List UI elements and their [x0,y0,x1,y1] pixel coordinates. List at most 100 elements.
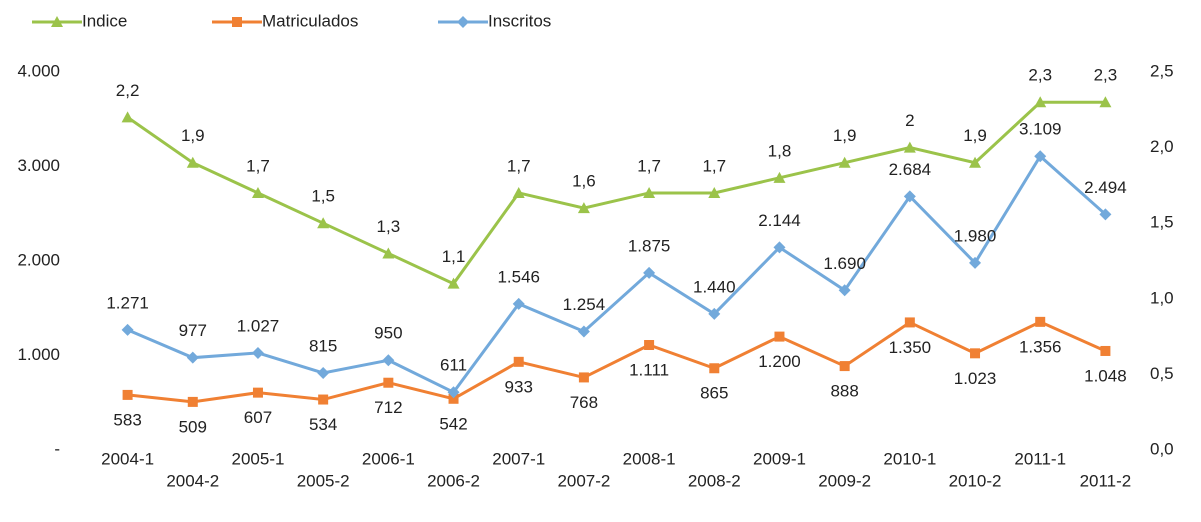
y-tick-label: - [54,439,60,458]
data-label: 1.350 [889,338,932,357]
data-label: 1.356 [1019,337,1062,356]
point [121,323,134,336]
y2-tick-label: 1,0 [1150,288,1174,307]
data-label: 3.109 [1019,120,1062,139]
legend-label: Indice [82,11,127,30]
x-tick-label: 2004-1 [101,449,154,468]
point [512,186,525,198]
legend-marker [457,16,469,28]
data-label: 1.027 [237,316,280,335]
x-tick-label: 2006-2 [427,471,480,490]
point [1099,208,1112,221]
point [1100,345,1111,356]
data-label: 1,7 [702,156,726,175]
x-tick-label: 2007-2 [557,471,610,490]
point [252,387,263,398]
point [709,363,720,374]
data-label: 2.494 [1084,178,1127,197]
data-label: 534 [309,415,337,434]
data-label: 1,6 [572,172,596,191]
data-label: 1,7 [507,156,531,175]
point [903,190,916,203]
legend-label: Matriculados [262,11,358,30]
point [774,331,785,342]
data-label: 583 [113,410,141,429]
x-tick-label: 2008-2 [688,471,741,490]
point [708,307,721,320]
data-label: 1,9 [181,126,205,145]
data-label: 1.980 [954,226,997,245]
x-tick-label: 2011-1 [1014,449,1066,468]
point [513,356,524,367]
point [1099,96,1112,108]
point [773,241,786,254]
data-label: 933 [505,377,533,396]
point [186,156,199,168]
point [1034,96,1047,108]
point [121,111,134,123]
point [708,186,721,198]
point [383,377,394,388]
x-tick-label: 2009-1 [753,449,806,468]
data-label: 542 [439,414,467,433]
data-label: 1.111 [629,360,669,379]
data-label: 1.440 [693,277,736,296]
data-label: 1.254 [563,295,606,314]
point [577,202,590,214]
x-tick-label: 2005-1 [232,449,285,468]
point [122,389,133,400]
y2-tick-label: 1,5 [1150,213,1174,232]
point [382,247,395,259]
data-label: 2.144 [758,211,801,230]
point [904,317,915,328]
point [317,217,330,229]
point [187,396,198,407]
point [839,361,850,372]
point [969,156,982,168]
data-label: 815 [309,336,337,355]
x-tick-label: 2007-1 [492,449,545,468]
series-line [127,320,1107,404]
data-label: 1.048 [1084,366,1127,385]
point [644,340,655,351]
data-label: 2,2 [116,81,140,100]
x-tick-label: 2006-1 [362,449,415,468]
data-label: 509 [179,417,207,436]
legend-marker [232,17,242,27]
data-label: 1,7 [637,156,661,175]
y2-tick-label: 2,0 [1150,137,1174,156]
data-label: 1.875 [628,236,671,255]
point [251,346,264,359]
data-label: 768 [570,393,598,412]
data-label: 865 [700,384,728,403]
data-label: 888 [830,382,858,401]
data-label: 977 [179,321,207,340]
point [318,394,329,405]
data-label: 1,1 [442,247,466,266]
x-tick-label: 2011-2 [1080,471,1132,490]
x-tick-label: 2005-2 [297,471,350,490]
point [577,325,590,338]
x-tick-label: 2010-1 [883,449,936,468]
point [317,366,330,379]
data-label: 2 [905,111,914,130]
point [838,156,851,168]
point [643,266,656,279]
x-tick-label: 2009-2 [818,471,871,490]
point [447,386,460,399]
data-label: 1.271 [106,293,149,312]
data-label: 1.546 [497,267,540,286]
data-label: 712 [374,398,402,417]
data-label: 1,8 [768,141,792,160]
data-label: 2.684 [889,160,932,179]
x-tick-label: 2010-2 [949,471,1002,490]
y-tick-label: 2.000 [17,250,60,269]
point [838,284,851,297]
point [1034,150,1047,163]
x-tick-label: 2008-1 [623,449,676,468]
point [643,186,656,198]
series-line [127,153,1107,395]
point [578,372,589,383]
x-tick-label: 2004-2 [166,471,219,490]
